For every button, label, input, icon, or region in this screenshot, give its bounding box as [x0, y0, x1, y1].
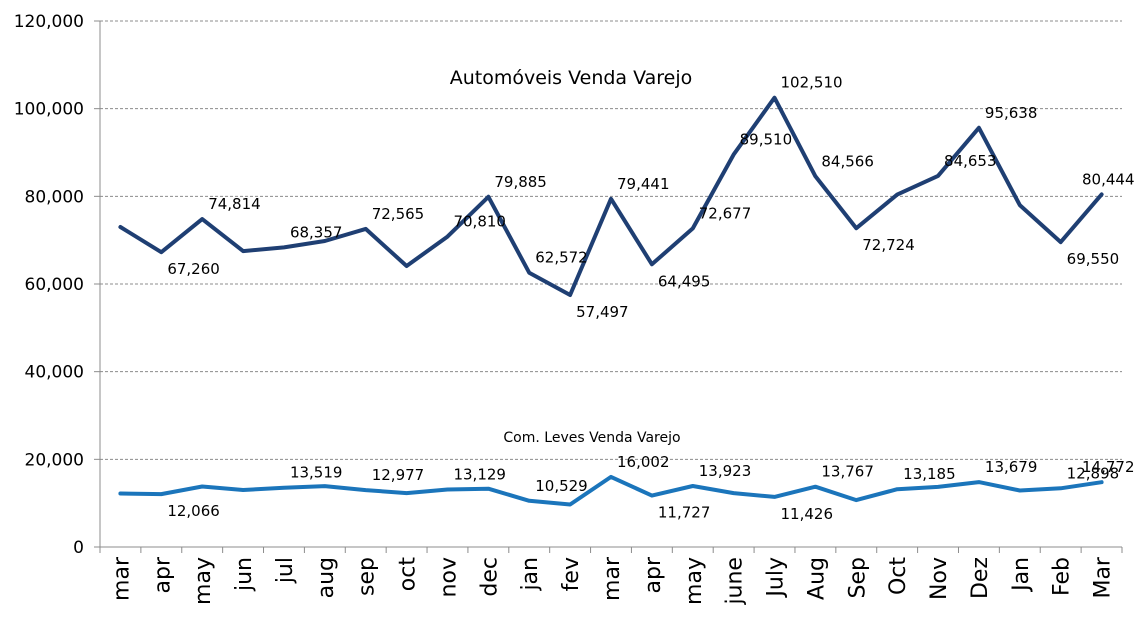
x-tick-label: Feb	[1050, 557, 1075, 596]
data-label: 72,565	[372, 205, 425, 223]
data-label: 11,426	[781, 505, 834, 523]
data-label: 16,002	[617, 453, 670, 471]
data-label: 12,066	[167, 502, 220, 520]
data-label: 62,572	[535, 249, 588, 267]
data-label: 72,677	[699, 204, 752, 222]
data-labels: 67,260 74,814 68,357 72,565 70,810 79,885 62,5…	[167, 74, 1134, 523]
grid-lines	[100, 20, 1122, 460]
data-label: 79,441	[617, 175, 670, 193]
x-tick-label: Oct	[886, 557, 911, 595]
series-title-autos: Automóveis Venda Varejo	[450, 67, 693, 89]
x-tick-label: Jan	[1009, 557, 1034, 593]
data-label: 11,727	[658, 504, 711, 522]
y-tick-label: 0	[73, 538, 84, 558]
data-label: 89,510	[740, 131, 793, 149]
x-tick-label: may	[191, 557, 216, 605]
x-tick-label: Mar	[1091, 556, 1116, 598]
series-lines	[118, 95, 1104, 507]
data-label: 13,185	[903, 465, 956, 483]
x-tick-label: mar	[600, 556, 625, 601]
data-label: 70,810	[453, 213, 506, 231]
data-label: 64,495	[658, 272, 711, 290]
data-label: 67,260	[167, 260, 220, 278]
data-label: 13,767	[821, 463, 874, 481]
x-tick-label: apr	[150, 556, 175, 593]
data-label: 12,898	[1067, 464, 1120, 482]
x-tick-label: aug	[314, 557, 339, 598]
data-label: 84,653	[944, 152, 997, 170]
data-label: 57,497	[576, 303, 629, 321]
x-tick-label: june	[723, 557, 748, 606]
x-tick-label: Sep	[845, 557, 870, 598]
x-tick-label: apr	[641, 556, 666, 593]
series-titles: Automóveis Venda Varejo Com. Leves Venda…	[450, 67, 693, 446]
x-tick-label: jan	[518, 557, 543, 592]
x-tick-label: jul	[273, 557, 298, 584]
data-label: 10,529	[535, 477, 588, 495]
data-label: 68,357	[290, 223, 343, 241]
x-tick-label: nov	[436, 557, 461, 597]
x-tick-label: Dez	[968, 557, 993, 599]
data-label: 95,638	[985, 104, 1037, 122]
data-label: 13,519	[290, 464, 343, 482]
data-label: 79,885	[494, 173, 547, 191]
y-axis-ticks: 0 20,000 40,000 60,000 80,000 100,000 120,000	[14, 12, 100, 558]
x-axis-ticks: mar apr may jun jul aug sep oct nov dec jan fev mar a…	[99, 547, 1123, 606]
data-label: 13,923	[699, 462, 752, 480]
data-label: 13,679	[985, 458, 1037, 476]
data-label: 80,444	[1082, 170, 1135, 188]
data-label: 69,550	[1067, 250, 1120, 268]
x-tick-label: oct	[396, 557, 421, 592]
data-label: 13,129	[453, 465, 506, 483]
series-title-leves: Com. Leves Venda Varejo	[503, 430, 680, 446]
data-label: 12,977	[372, 466, 425, 484]
y-tick-label: 100,000	[14, 100, 84, 120]
series-line-2	[118, 474, 1104, 507]
x-tick-label: Nov	[927, 557, 952, 600]
y-tick-label: 20,000	[25, 450, 84, 470]
x-tick-label: sep	[355, 557, 380, 596]
axes	[99, 21, 1122, 548]
y-tick-label: 120,000	[14, 12, 84, 32]
x-tick-label: July	[764, 557, 789, 599]
x-tick-label: jun	[232, 557, 257, 592]
x-tick-label: may	[682, 557, 707, 605]
data-label: 72,724	[862, 236, 915, 254]
data-label: 74,814	[208, 195, 261, 213]
data-label: 14,772	[1082, 458, 1135, 476]
data-label: 84,566	[821, 152, 874, 170]
x-tick-label: Aug	[804, 557, 829, 600]
x-tick-label: dec	[477, 557, 502, 597]
y-tick-label: 40,000	[25, 363, 84, 383]
x-tick-label: mar	[109, 556, 134, 601]
x-tick-label: fev	[559, 557, 584, 591]
y-tick-label: 80,000	[25, 187, 84, 207]
series-line-1	[118, 95, 1104, 297]
y-tick-label: 60,000	[25, 275, 84, 295]
data-label: 102,510	[781, 74, 843, 92]
